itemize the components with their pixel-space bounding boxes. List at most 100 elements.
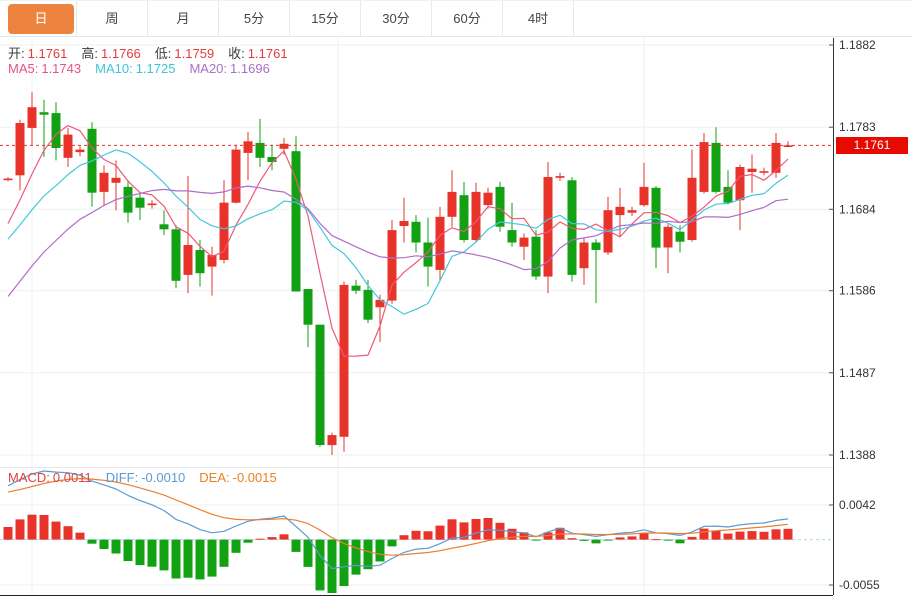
macd-bar [399, 535, 409, 540]
tab-15min[interactable]: 15分 [290, 1, 361, 36]
candle-body [747, 168, 757, 172]
macd-readout: MACD: 0.0011 DIFF: -0.0010 DEA: -0.0015 [8, 470, 291, 485]
macd-bar [723, 533, 733, 540]
price-tick-label: 1.1487 [839, 366, 876, 380]
macd-bar [183, 539, 193, 578]
candle-body [387, 230, 397, 301]
macd-bar [15, 519, 25, 540]
candle-body [339, 284, 349, 437]
candle-body [3, 178, 13, 181]
tab-30min[interactable]: 30分 [361, 1, 432, 36]
macd-bar [615, 537, 625, 540]
macd-bar [639, 533, 649, 540]
macd-bar [51, 521, 61, 540]
macd-bar [579, 539, 589, 541]
macd-bar [75, 532, 85, 540]
tab-week[interactable]: 周 [77, 1, 148, 36]
candle-body [291, 151, 301, 292]
candle-body [723, 186, 733, 203]
candle-body [231, 149, 241, 203]
macd-bar [87, 539, 97, 544]
candle-body [99, 172, 109, 192]
macd-bar [291, 539, 301, 552]
macd-bar [135, 539, 145, 566]
candle-body [27, 107, 37, 128]
macd-bar [771, 529, 781, 540]
macd-tick-label: 0.0042 [839, 498, 876, 512]
open-label: 开: [8, 46, 25, 61]
candle-body [363, 289, 373, 320]
price-tick-label: 1.1882 [839, 38, 876, 52]
candle-body [735, 167, 745, 201]
candle-body [255, 142, 265, 158]
macd-bar [231, 539, 241, 553]
candle-body [507, 230, 517, 243]
tab-4hour[interactable]: 4时 [503, 1, 574, 36]
macd-bar [267, 537, 277, 540]
macd-bar [663, 539, 673, 541]
candle-body [699, 142, 709, 192]
candle-body [783, 145, 793, 147]
candle-body [195, 250, 205, 274]
tab-label-60min[interactable]: 60分 [453, 10, 481, 26]
candle-body [447, 191, 457, 217]
tab-month[interactable]: 月 [148, 1, 219, 36]
price-tick-label: 1.1684 [839, 202, 876, 216]
candle-body [711, 142, 721, 192]
tab-label-day[interactable]: 日 [8, 3, 74, 34]
tab-label-month[interactable]: 月 [176, 10, 190, 26]
macd-bar [159, 539, 169, 571]
candle-body [147, 203, 157, 206]
macd-bar [783, 528, 793, 540]
ohlc-readout: 开: 1.1761 高: 1.1766 低: 1.1759 收: 1.1761 [8, 43, 302, 62]
macd-tick-label: -0.0055 [839, 578, 880, 592]
tab-day[interactable]: 日 [6, 1, 77, 36]
candlestick-series [3, 92, 793, 455]
candle-body [471, 191, 481, 240]
candle-body [399, 221, 409, 226]
tab-label-5min[interactable]: 5分 [243, 10, 265, 26]
candle-body [771, 142, 781, 173]
candle-body [519, 237, 529, 247]
macd-bar [687, 536, 697, 540]
macd-bar [603, 539, 613, 541]
last-price-badge: 1.1761 [836, 137, 908, 154]
tab-label-week[interactable]: 周 [105, 10, 119, 26]
candle-body [567, 180, 577, 275]
macd-bar [711, 530, 721, 540]
macd-bar [651, 539, 661, 541]
ma5-label: MA5: [8, 61, 39, 76]
tab-label-30min[interactable]: 30分 [382, 10, 410, 26]
ma10-label: MA10: [95, 61, 133, 76]
macd-bar [435, 525, 445, 540]
candle-body [375, 299, 385, 308]
tab-label-4hour[interactable]: 4时 [527, 10, 549, 26]
macd-bar [303, 539, 313, 567]
macd-bar [207, 539, 217, 577]
macd-bar [747, 531, 757, 540]
candle-body [663, 226, 673, 248]
close-value: 1.1761 [247, 46, 288, 61]
macd-bar [627, 536, 637, 540]
candle-body [159, 224, 169, 230]
candle-body [267, 157, 277, 162]
tab-60min[interactable]: 60分 [432, 1, 503, 36]
candle-body [615, 206, 625, 216]
dea-label: DEA: [199, 470, 230, 485]
candle-body [579, 242, 589, 269]
tab-label-15min[interactable]: 15分 [311, 10, 339, 26]
ma10-value: 1.1725 [135, 61, 176, 76]
ma20-label: MA20: [189, 61, 228, 76]
candle-body [207, 255, 217, 267]
close-label: 收: [228, 46, 245, 61]
price-tick-label: 1.1783 [839, 120, 876, 134]
candle-body [219, 202, 229, 260]
macd-bar [351, 539, 361, 575]
candle-body [687, 177, 697, 240]
open-value: 1.1761 [27, 46, 68, 61]
macd-bar [423, 531, 433, 540]
tab-5min[interactable]: 5分 [219, 1, 290, 36]
ma-readout: MA5: 1.1743 MA10: 1.1725 MA20: 1.1696 [8, 61, 284, 76]
high-value: 1.1766 [101, 46, 141, 61]
